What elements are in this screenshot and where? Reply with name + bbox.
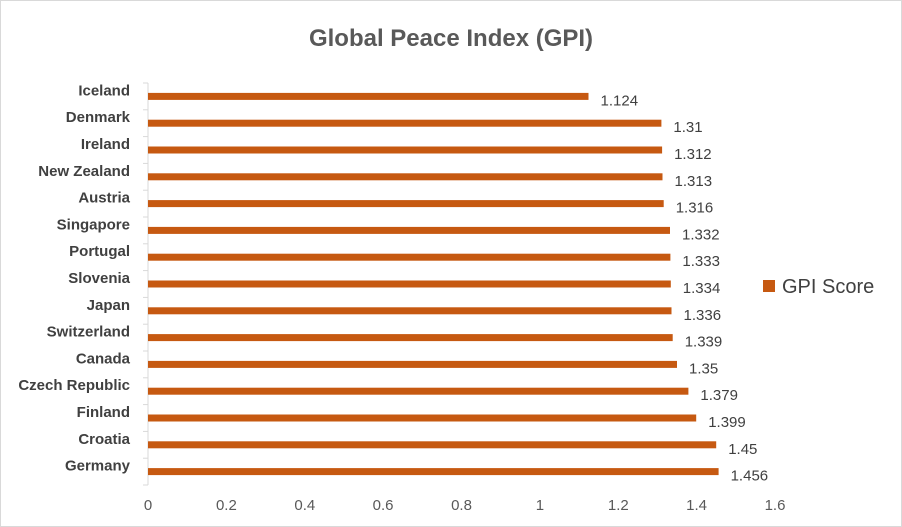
data-label: 1.313 — [675, 173, 713, 190]
y-axis-ticks — [143, 82, 148, 486]
category-label: Japan — [87, 297, 130, 314]
legend-label: GPI Score — [782, 276, 874, 298]
data-label: 1.124 — [601, 92, 639, 109]
category-label: Denmark — [66, 109, 131, 126]
x-tick-label: 0 — [144, 497, 152, 514]
bar-austria — [148, 200, 664, 208]
bar-czech-republic — [148, 387, 689, 395]
data-label: 1.379 — [700, 387, 738, 404]
data-label: 1.336 — [684, 307, 722, 324]
x-tick-label: 1.4 — [686, 497, 707, 514]
bar-germany — [148, 468, 719, 476]
category-label: Germany — [65, 458, 131, 475]
data-label: 1.312 — [674, 146, 712, 163]
bar-canada — [148, 360, 677, 368]
data-label: 1.334 — [683, 280, 721, 297]
category-label: New Zealand — [38, 163, 130, 180]
x-tick-label: 0.2 — [216, 497, 237, 514]
x-tick-label: 1.2 — [608, 497, 629, 514]
category-label: Iceland — [78, 82, 130, 99]
category-label: Slovenia — [68, 270, 130, 287]
data-label: 1.316 — [676, 200, 714, 217]
data-label: 1.399 — [708, 414, 746, 431]
category-label: Singapore — [57, 216, 130, 233]
bar-iceland — [148, 92, 589, 100]
bar-portugal — [148, 253, 671, 261]
legend-swatch — [763, 280, 775, 292]
category-label: Finland — [77, 404, 130, 421]
category-label: Croatia — [78, 431, 130, 448]
category-label: Switzerland — [47, 324, 130, 341]
x-tick-label: 1.6 — [765, 497, 786, 514]
bars — [148, 92, 719, 476]
bar-new-zealand — [148, 173, 663, 181]
category-labels: Iceland Denmark Ireland New Zealand Austria S… — [18, 82, 130, 474]
data-label: 1.456 — [731, 468, 769, 485]
data-label: 1.339 — [685, 334, 723, 351]
x-tick-label: 0.4 — [294, 497, 315, 514]
category-label: Austria — [78, 190, 130, 207]
x-tick-label: 1 — [536, 497, 544, 514]
data-label: 1.333 — [682, 253, 720, 270]
data-label: 1.45 — [728, 441, 757, 458]
bar-denmark — [148, 119, 662, 127]
category-label: Portugal — [69, 243, 130, 260]
bar-croatia — [148, 441, 717, 449]
category-label: Canada — [76, 350, 131, 367]
legend: GPI Score — [763, 276, 874, 298]
category-label: Czech Republic — [18, 377, 130, 394]
data-label: 1.332 — [682, 226, 720, 243]
chart-title: Global Peace Index (GPI) — [309, 25, 593, 52]
x-axis-tick-labels: 0 0.2 0.4 0.6 0.8 1 1.2 1.4 1.6 — [144, 497, 786, 514]
bar-finland — [148, 414, 697, 422]
category-label: Ireland — [81, 136, 130, 153]
bar-slovenia — [148, 280, 671, 288]
bar-ireland — [148, 146, 663, 154]
bar-singapore — [148, 226, 670, 234]
data-label: 1.31 — [673, 119, 702, 136]
x-tick-label: 0.6 — [373, 497, 394, 514]
data-labels: 1.124 1.31 1.312 1.313 1.316 1.332 1.333 1.334 1… — [601, 92, 769, 484]
data-label: 1.35 — [689, 360, 718, 377]
bar-switzerland — [148, 334, 673, 342]
bar-japan — [148, 307, 672, 315]
x-tick-label: 0.8 — [451, 497, 472, 514]
